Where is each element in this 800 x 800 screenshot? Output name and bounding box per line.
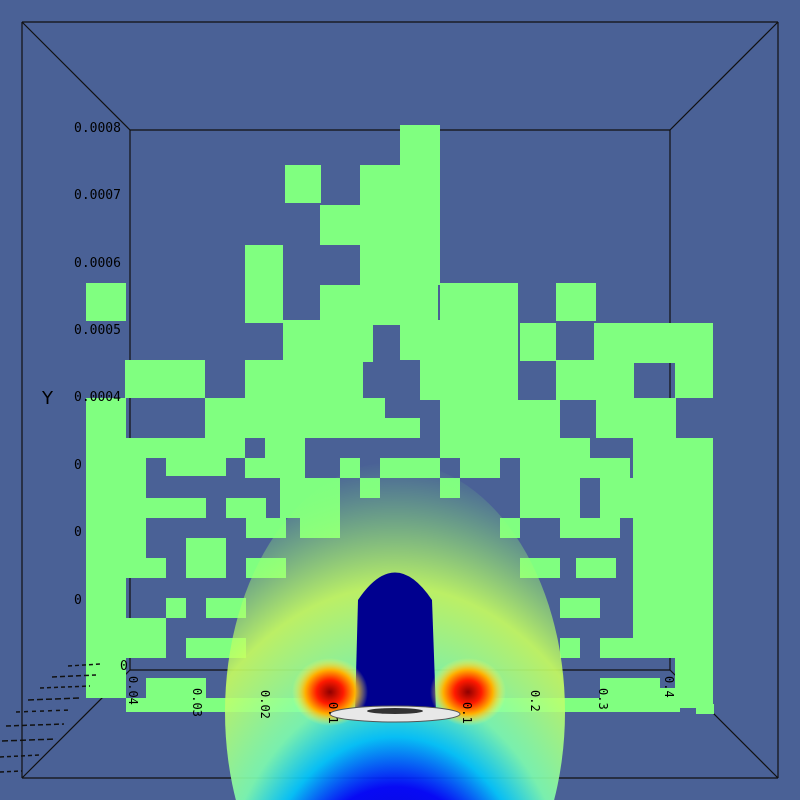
y-tick-label: 0.0004 — [74, 390, 121, 405]
y-tick-label: 0 — [74, 458, 82, 473]
y-tick-label: 0.0008 — [74, 121, 121, 136]
x-tick-label: 0.1 — [460, 702, 474, 724]
mesh-cell — [186, 558, 226, 578]
mesh-cell — [596, 398, 676, 438]
mesh-cell — [675, 360, 713, 398]
y-tick-label: 0 — [74, 525, 82, 540]
mesh-cell — [86, 678, 106, 698]
mesh-cell — [633, 498, 713, 558]
mesh-cell — [620, 698, 680, 712]
y-tick-label: 0.0007 — [74, 188, 121, 203]
mesh-cell — [166, 598, 186, 618]
mesh-cell — [360, 245, 440, 285]
mesh-cell — [166, 458, 226, 476]
mesh-cell — [186, 538, 226, 558]
mesh-cell — [86, 283, 126, 321]
mesh-cell — [594, 323, 634, 361]
mesh-cell — [440, 438, 480, 458]
cell-mesh — [86, 125, 714, 714]
perspective-tick-marks — [0, 663, 101, 773]
x-tick-label: 0.03 — [190, 688, 204, 717]
y-axis-title: Y — [42, 388, 53, 409]
y-tick-label: 0 — [120, 659, 128, 674]
mesh-cell — [480, 438, 590, 458]
y-tick-label: 0.0005 — [74, 323, 121, 338]
mesh-cell — [520, 323, 556, 361]
mesh-cell — [320, 205, 440, 245]
x-tick-label: 0.4 — [662, 676, 676, 698]
mesh-cell — [380, 418, 420, 438]
mesh-cell — [146, 498, 206, 518]
mesh-cell — [86, 498, 126, 538]
mesh-cell — [576, 558, 616, 578]
mesh-cell — [206, 598, 246, 618]
mesh-cell — [560, 638, 580, 658]
y-tick-label: 0 — [74, 593, 82, 608]
mesh-cell — [360, 165, 440, 205]
mesh-cell — [400, 320, 440, 360]
mesh-cell — [696, 704, 714, 714]
mesh-cell — [245, 360, 363, 400]
mesh-cell — [633, 323, 713, 363]
mesh-cell — [675, 658, 713, 698]
mesh-cell — [226, 498, 266, 518]
x-tick-label: 0.1 — [326, 702, 340, 724]
mesh-cell — [560, 518, 620, 538]
mesh-cell — [146, 678, 206, 698]
mesh-cell — [265, 438, 305, 458]
mesh-cell — [285, 165, 321, 203]
mesh-cell — [440, 400, 560, 440]
mesh-cell — [460, 458, 500, 478]
mesh-cell — [556, 360, 634, 400]
mesh-cell — [125, 360, 205, 398]
mesh-cell — [146, 638, 166, 658]
x-tick-label: 0.04 — [126, 676, 140, 705]
field-plot — [225, 462, 565, 800]
mesh-cell — [556, 283, 596, 321]
mesh-cell — [126, 698, 186, 712]
mesh-cell — [440, 323, 518, 363]
mesh-cell — [600, 638, 660, 658]
x-tick-label: 0.3 — [596, 688, 610, 710]
mesh-cell — [633, 558, 713, 618]
mesh-cell — [246, 518, 286, 538]
mesh-cell — [520, 478, 580, 518]
mesh-cell — [420, 360, 518, 400]
mesh-cell — [283, 320, 373, 362]
x-tick-label: 0.02 — [258, 690, 272, 719]
mesh-cell — [86, 578, 126, 618]
mesh-cell — [146, 558, 166, 578]
mesh-cell — [86, 538, 146, 578]
mesh-cell — [125, 438, 245, 458]
mesh-cell — [320, 285, 438, 325]
mesh-cell — [320, 418, 360, 438]
mesh-cell — [86, 398, 126, 438]
mesh-cell — [245, 245, 283, 323]
x-tick-label: 0.2 — [528, 690, 542, 712]
mesh-cell — [560, 598, 600, 618]
mesh-cell — [633, 438, 713, 498]
mesh-cell — [245, 458, 305, 478]
mesh-cell — [400, 125, 440, 165]
mesh-cell — [520, 458, 630, 478]
y-tick-label: 0.0006 — [74, 256, 121, 271]
mesh-cell — [440, 283, 518, 323]
